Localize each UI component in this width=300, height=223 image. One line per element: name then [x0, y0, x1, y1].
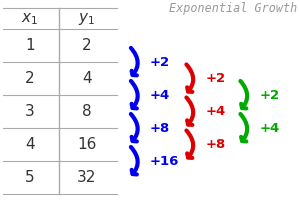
Text: 1: 1	[25, 38, 35, 54]
Text: 8: 8	[82, 104, 92, 120]
Text: +2: +2	[206, 72, 226, 85]
Text: 2: 2	[82, 38, 92, 54]
Text: +2: +2	[150, 56, 170, 69]
Text: +8: +8	[150, 122, 170, 135]
Text: +4: +4	[260, 122, 280, 135]
Text: $x_1$: $x_1$	[21, 11, 39, 27]
Text: 16: 16	[77, 137, 97, 153]
Text: 2: 2	[25, 71, 35, 87]
Text: 3: 3	[25, 104, 35, 120]
Text: Exponential Growth: Exponential Growth	[169, 2, 297, 15]
Text: +8: +8	[206, 138, 226, 151]
Text: 5: 5	[25, 170, 35, 186]
Text: $y_1$: $y_1$	[78, 11, 96, 27]
Text: 4: 4	[25, 137, 35, 153]
Text: +4: +4	[206, 105, 226, 118]
Text: +16: +16	[150, 155, 179, 168]
Text: +2: +2	[260, 89, 280, 102]
Text: +4: +4	[150, 89, 170, 102]
Text: 32: 32	[77, 170, 97, 186]
Text: 4: 4	[82, 71, 92, 87]
